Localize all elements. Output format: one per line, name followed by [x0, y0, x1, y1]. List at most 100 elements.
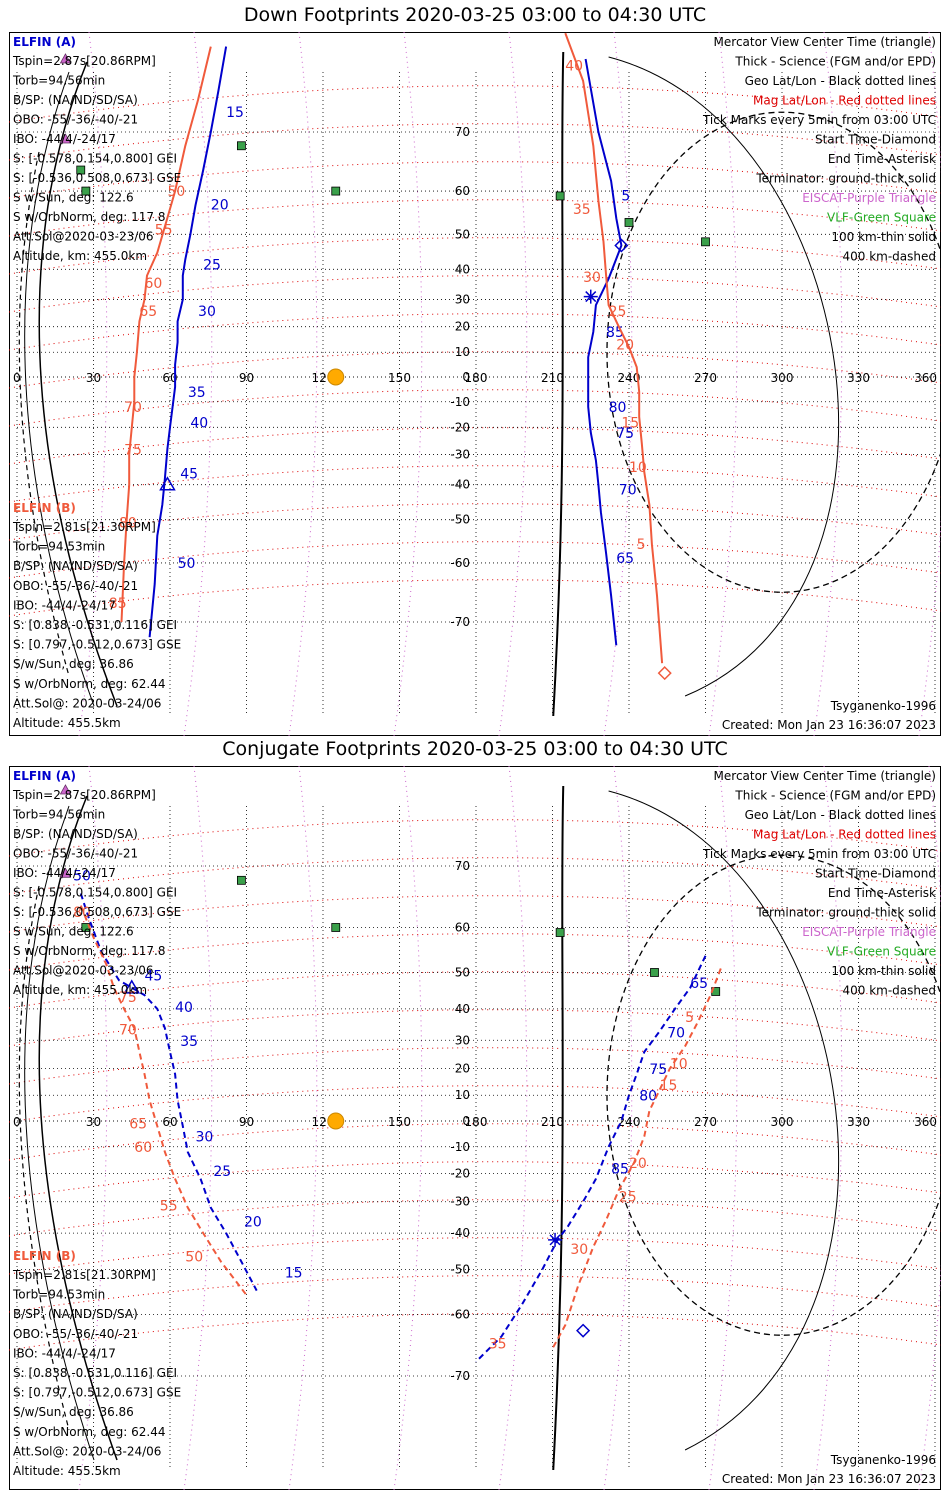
x-tick-label: 0 [13, 371, 21, 385]
track-time-label: 80 [639, 1088, 657, 1104]
track-time-label: 40 [565, 58, 583, 74]
y-tick-label: 10 [455, 345, 470, 359]
elfin-b-info-line: Tspin=2.81s[21.30RPM] [12, 1268, 156, 1282]
legend-entry: Terminator: ground-thick solid [755, 906, 936, 920]
track-time-label: 85 [611, 1161, 629, 1177]
track-time-label: 55 [155, 222, 173, 238]
footprint-100km-circle [24, 805, 95, 1461]
mag-lon-line [78, 32, 108, 736]
elfin-a-info-line: OBO: -55/-36/-40/-21 [13, 847, 138, 861]
start-time-diamond [657, 666, 672, 681]
y-tick-label: 10 [455, 1088, 470, 1102]
track-time-label: 45 [145, 968, 163, 984]
track-time-label: 25 [203, 257, 221, 273]
track-time-label: 30 [570, 1242, 588, 1258]
track-time-label: 30 [198, 304, 216, 320]
legend-entry: 100 km-thin solid [831, 230, 936, 244]
x-tick-label: 360 [914, 371, 937, 385]
legend-entry: Mercator View Center Time (triangle) [714, 35, 936, 49]
track-time-label: 65 [129, 1117, 147, 1133]
y-tick-label: 50 [455, 965, 470, 979]
track-time-label: 75 [119, 990, 137, 1006]
y-tick-label: -70 [450, 615, 470, 629]
sun-marker [327, 1112, 345, 1130]
track-time-label: 25 [619, 1190, 637, 1206]
elfin-a-info-line: IBO: -44/4/-24/17 [13, 866, 116, 880]
y-tick-label: 40 [455, 1002, 470, 1016]
legend-entry: Thick - Science (FGM and/or EPD) [734, 789, 936, 803]
track-time-label: 35 [489, 1337, 507, 1353]
eiscat-triangle [59, 133, 72, 144]
x-tick-label: 330 [847, 371, 870, 385]
x-tick-label: 270 [694, 371, 717, 385]
legend-entry: Thick - Science (FGM and/or EPD) [734, 55, 936, 69]
vlf-site-square [236, 141, 246, 151]
y-tick-label: -50 [450, 1263, 470, 1277]
legend-entry: VLF-Green Square [827, 945, 936, 959]
legend-entry: 100 km-thin solid [831, 964, 936, 978]
track-time-label: 15 [285, 1266, 303, 1282]
vlf-site-square [76, 165, 86, 175]
y-tick-label: 70 [455, 859, 470, 873]
elfin-a-info-line: Tspin=2.87s[20.86RPM] [12, 54, 156, 68]
track-time-label: 65 [690, 976, 708, 992]
y-tick-label: -40 [450, 478, 470, 492]
view-center-triangle [123, 979, 141, 994]
footprint-100km-circle-east [608, 56, 839, 697]
map-frame [9, 766, 941, 1490]
y-tick-label: -60 [450, 1308, 470, 1322]
y-tick-label: -60 [450, 556, 470, 570]
elfin-b-info-line: Att.Sol@: 2020-03-24/06 [13, 1444, 161, 1458]
vlf-site-square [331, 923, 341, 932]
elfin-b-info-line: S w/OrbNorm, deg: 62.44 [13, 677, 165, 691]
terminator-line-west [38, 795, 118, 1461]
x-tick-label: 60 [162, 371, 177, 385]
track-time-label: 35 [188, 385, 206, 401]
elfin-b-track [120, 46, 212, 623]
mag-lon-line [918, 32, 941, 736]
conjugate-footprints-map: 0 30 60 90 120 150 180 210 240 270 300 330 360706050… [9, 766, 941, 1490]
elfin-a-info-line: B/SP: (NA/ND/SD/SA) [13, 93, 138, 107]
elfin-b-info-line: Altitude: 455.5km [13, 1464, 121, 1478]
y-tick-label: -30 [450, 1195, 470, 1209]
elfin-b-info-line: S/w/Sun, deg: 36.86 [13, 1405, 134, 1419]
elfin-a-info-line: S w/OrbNorm, deg: 117.8 [13, 944, 165, 958]
mag-lon-line [603, 32, 633, 736]
track-time-label: 10 [670, 1057, 688, 1073]
elfin-b-info-line: OBO: -55/-36/-40/-21 [13, 1327, 138, 1341]
elfin-b-header: ELFIN (B) [13, 1249, 76, 1263]
y-tick-label: 60 [455, 184, 470, 198]
footprint-400km-circle [18, 885, 70, 1431]
y-tick-label: -50 [450, 513, 470, 527]
x-tick-label: 150 [388, 1115, 411, 1129]
terminator-line [552, 51, 565, 717]
track-time-label: 65 [139, 304, 157, 320]
elfin-a-track [584, 58, 623, 646]
elfin-b-info-line: B/SP: (NA/ND/SD/SA) [13, 559, 138, 573]
elfin-a-header: ELFIN (A) [13, 35, 76, 49]
y-tick-label: 30 [455, 292, 470, 306]
x-tick-label: 60 [162, 1115, 177, 1129]
y-tick-label: 20 [455, 1062, 470, 1076]
x-tick-label: 30 [86, 371, 101, 385]
track-time-label: 85 [109, 596, 127, 612]
elfin-b-info-line: Att.Sol@: 2020-03-24/06 [13, 696, 161, 710]
track-time-label: 5 [621, 189, 630, 205]
x-tick-label: 180 [465, 1115, 488, 1129]
track-time-label: 5 [685, 1010, 694, 1026]
track-time-label: 20 [629, 1156, 647, 1172]
track-time-label: 20 [211, 198, 229, 214]
track-time-label: 30 [196, 1130, 214, 1146]
legend-entry: 400 km-dashed [842, 250, 936, 264]
track-time-label: 10 [629, 460, 647, 476]
vlf-site-square [650, 968, 659, 977]
elfin-a-info-line: S: [-0.536,0.508,0.673] GSE [13, 171, 181, 185]
elfin-a-info-line: Altitude, km: 455.0km [13, 983, 147, 997]
mag-lon-line [183, 32, 213, 736]
legend-entry: EISCAT-Purple Triangle [802, 191, 936, 205]
mag-lon-line [498, 32, 528, 736]
elfin-a-track [148, 46, 228, 638]
legend-entry: EISCAT-Purple Triangle [802, 925, 936, 939]
legend-entry: Start Time-Diamond [815, 867, 936, 881]
elfin-a-info-line: S: [-0.536,0.508,0.673] GSE [13, 905, 181, 919]
